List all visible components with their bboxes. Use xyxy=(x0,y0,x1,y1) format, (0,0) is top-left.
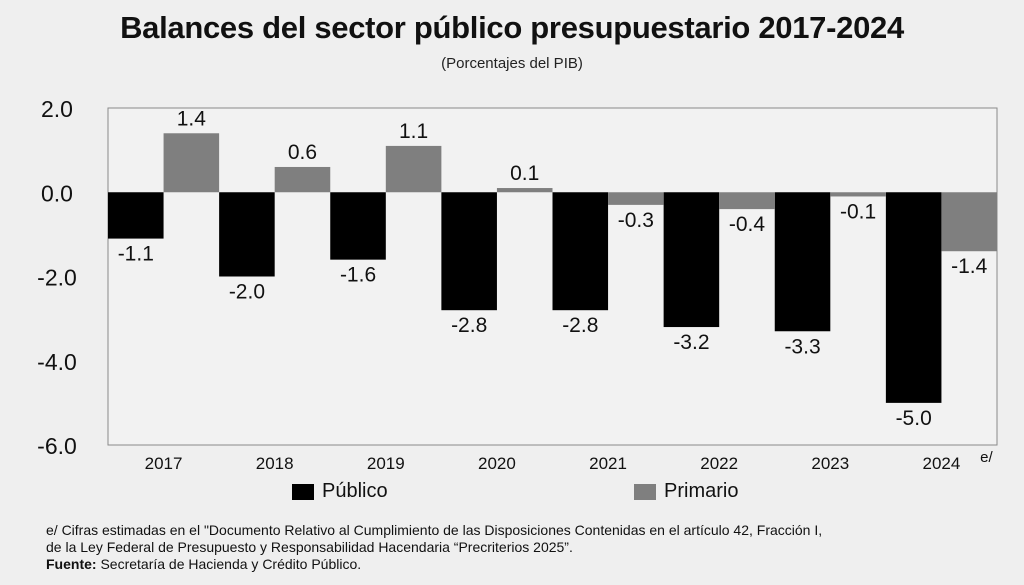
data-label-primario-2021: -0.3 xyxy=(618,209,654,232)
bar-publico-2019 xyxy=(330,192,386,260)
bar-publico-2018 xyxy=(219,192,275,277)
bar-primario-2017 xyxy=(163,133,220,193)
x-tick-label: 2024 xyxy=(923,454,961,473)
y-tick-label: -2.0 xyxy=(37,265,77,291)
bar-publico-2017 xyxy=(108,192,164,239)
x-tick-label: 2019 xyxy=(367,454,405,473)
source-text: Secretaría de Hacienda y Crédito Público… xyxy=(96,556,362,572)
y-tick-label: -6.0 xyxy=(37,433,77,459)
legend-swatch-primario xyxy=(634,483,656,500)
data-label-primario-2017: 1.4 xyxy=(177,107,207,130)
bar-publico-2022 xyxy=(663,192,720,328)
bar-publico-2023 xyxy=(774,192,831,332)
y-tick-label: 0.0 xyxy=(41,180,73,206)
legend-label-publico: Público xyxy=(322,480,388,502)
bars: -1.1 -2.0 -1.6 -2.8 -2.8 -3.2 -3.3 -5.0 1.4 0.6 1.… xyxy=(108,107,997,430)
legend: Público Primario xyxy=(0,480,1024,508)
data-label-publico-2022: -3.2 xyxy=(673,331,709,354)
x-tick-label: 2018 xyxy=(256,454,294,473)
data-label-primario-2018: 0.6 xyxy=(288,141,317,164)
bar-publico-2021 xyxy=(552,192,609,311)
x-tick-label: 2023 xyxy=(811,454,849,473)
x-tick-label: 2020 xyxy=(478,454,516,473)
chart-subtitle: (Porcentajes del PIB) xyxy=(441,55,583,72)
data-label-publico-2021: -2.8 xyxy=(562,314,598,337)
estimate-note: e/ xyxy=(980,449,993,466)
bar-primario-2024 xyxy=(941,192,997,252)
x-tick-label: 2017 xyxy=(145,454,183,473)
y-axis: 2.0 0.0 -2.0 -4.0 -6.0 xyxy=(37,96,77,459)
data-label-primario-2020: 0.1 xyxy=(510,162,539,185)
bar-primario-2018 xyxy=(274,166,331,193)
footnote-line-2: de la Ley Federal de Presupuesto y Respo… xyxy=(46,539,573,555)
y-tick-label: 2.0 xyxy=(41,96,73,122)
bar-primario-2020 xyxy=(496,188,553,193)
legend-item-primario: Primario xyxy=(634,480,738,503)
bar-primario-2023 xyxy=(830,192,886,197)
data-label-primario-2019: 1.1 xyxy=(399,120,428,143)
bar-publico-2024 xyxy=(885,192,942,403)
data-label-primario-2022: -0.4 xyxy=(729,213,766,236)
data-label-publico-2019: -1.6 xyxy=(340,264,376,287)
x-tick-label: 2022 xyxy=(700,454,738,473)
legend-swatch-publico xyxy=(292,483,314,500)
bar-primario-2022 xyxy=(719,192,775,210)
bar-chart: 2.00.0-2.0-4.0-6.0 -1.1-2.0-1.6-2.8 -2.8-… xyxy=(37,96,998,473)
x-tick-label: 2021 xyxy=(589,454,627,473)
data-label-publico-2020: -2.8 xyxy=(451,314,487,337)
footnote-line-1: e/ Cifras estimadas en el "Documento Rel… xyxy=(46,522,823,538)
legend-item-publico: Público xyxy=(292,480,388,503)
source-label: Fuente: xyxy=(46,556,97,572)
bar-publico-2020 xyxy=(441,192,497,311)
data-label-publico-2024: -5.0 xyxy=(896,407,932,430)
bar-primario-2021 xyxy=(608,192,664,205)
chart-title: Balances del sector público presupuestar… xyxy=(120,10,904,45)
bar-primario-2019 xyxy=(385,145,442,193)
x-axis: 2017 2018 2019 2020 2021 2022 2023 2024 e/ xyxy=(145,449,994,473)
y-tick-label: -4.0 xyxy=(37,349,77,375)
data-label-publico-2023: -3.3 xyxy=(784,335,820,358)
data-label-publico-2018: -2.0 xyxy=(229,281,265,304)
data-label-primario-2024: -1.4 xyxy=(951,255,988,278)
data-label-publico-2017: -1.1 xyxy=(118,243,154,266)
data-label-primario-2023: -0.1 xyxy=(840,200,876,223)
legend-label-primario: Primario xyxy=(664,480,739,502)
footnote-source: Fuente: Secretaría de Hacienda y Crédito… xyxy=(46,556,1006,573)
footnote: e/ Cifras estimadas en el "Documento Rel… xyxy=(46,522,1006,573)
